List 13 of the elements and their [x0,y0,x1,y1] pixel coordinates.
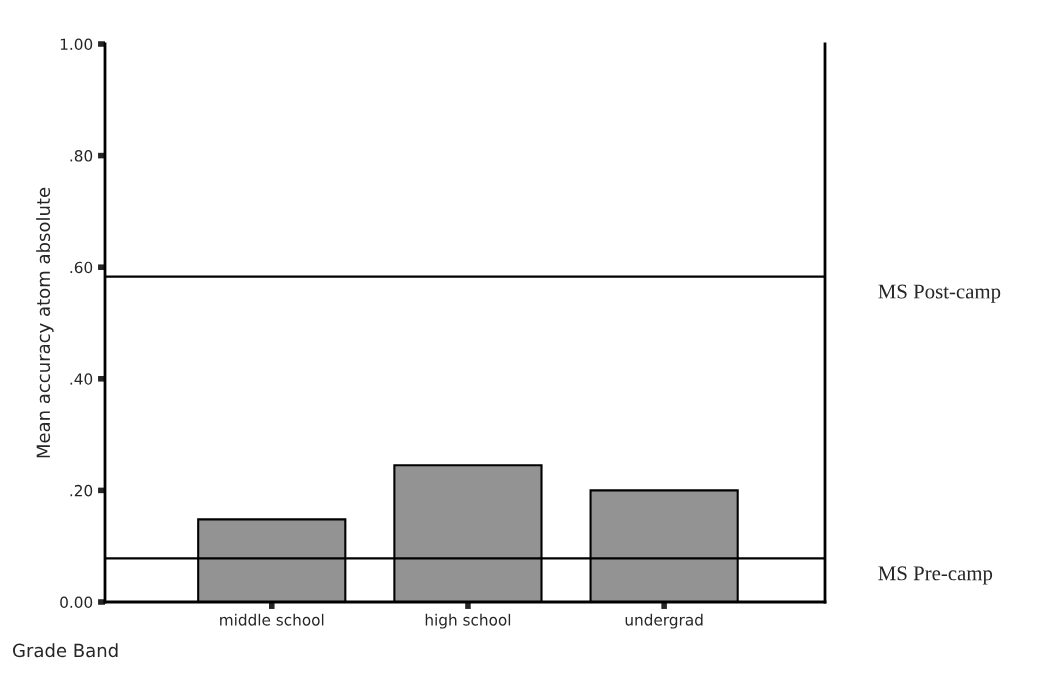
x-tick-label: middle school [220,613,324,626]
y-tick-label: .60 [70,261,93,274]
y-axis-title: Mean accuracy atom absolute [36,187,54,458]
y-tick-label: 1.00 [60,38,93,51]
x-tick-label: undergrad [625,613,703,629]
ref-line-label: MS Pre-camp [878,566,993,585]
x-axis-title: Grade Band [13,643,118,658]
y-tick-label: .40 [70,373,93,385]
x-tick-label: high school [425,613,511,629]
ref-line-label: MS Post-camp [878,284,1001,303]
y-tick-label: .20 [70,484,93,497]
y-tick-label: .80 [70,150,93,162]
y-tick-label: 0.00 [60,596,93,609]
